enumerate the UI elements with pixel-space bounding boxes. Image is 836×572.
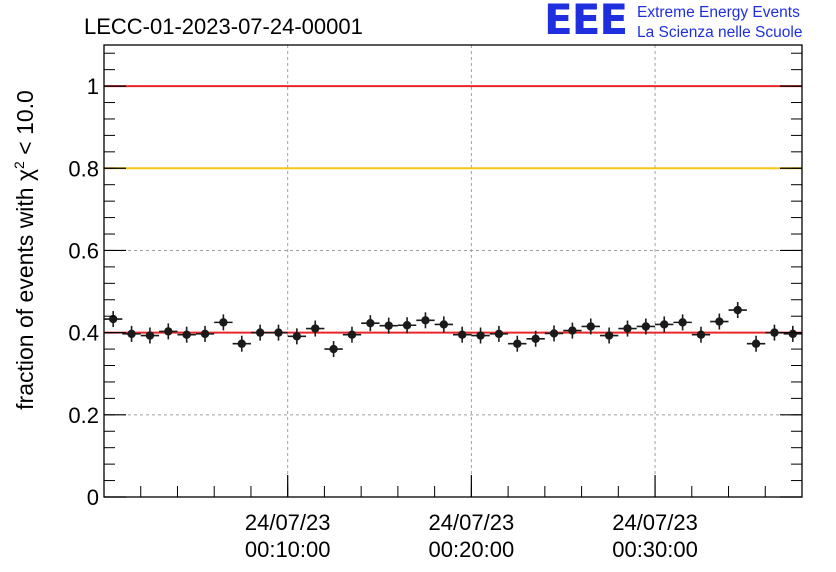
- data-point: [439, 320, 449, 329]
- data-point: [568, 326, 577, 335]
- data-point: [108, 314, 118, 324]
- x-tick-label-time: 00:10:00: [245, 537, 331, 562]
- y-tick-label: 0.4: [68, 321, 99, 346]
- data-point: [476, 331, 485, 340]
- data-point: [237, 339, 246, 348]
- y-axis-label-sup: 2: [11, 161, 27, 169]
- data-point: [715, 317, 724, 326]
- data-point: [770, 328, 779, 337]
- x-tick-label-time: 00:30:00: [612, 537, 698, 562]
- data-point: [513, 339, 522, 348]
- data-point: [219, 318, 228, 327]
- data-point: [384, 321, 393, 330]
- x-tick-label-time: 00:20:00: [429, 537, 515, 562]
- data-point: [733, 305, 742, 315]
- data-point: [311, 324, 320, 333]
- data-point: [402, 321, 412, 330]
- grid: [104, 45, 802, 497]
- data-point: [660, 320, 669, 329]
- data-point: [127, 329, 136, 339]
- data-point: [494, 329, 504, 339]
- data-point: [164, 327, 173, 336]
- data-point: [274, 328, 283, 337]
- plot-frame: [103, 44, 803, 498]
- logo-line-1: Extreme Energy Events: [637, 4, 800, 21]
- data-point: [604, 331, 614, 340]
- y-axis-label-prefix: fraction of events with: [12, 181, 38, 410]
- data-point: [641, 322, 651, 331]
- eee-logo-mark: EEE: [544, 0, 628, 44]
- data-point: [623, 324, 632, 333]
- y-axis-label-suffix: < 10.0: [12, 90, 38, 161]
- data-point: [788, 329, 798, 339]
- data-point: [751, 339, 761, 348]
- data-point: [145, 331, 155, 340]
- data-point: [549, 329, 559, 338]
- y-tick-label: 0.6: [68, 238, 99, 263]
- data-points: [104, 302, 802, 358]
- data-point: [586, 322, 595, 331]
- logo-line-2: La Scienza nelle Scuole: [637, 24, 803, 41]
- reference-lines: [104, 85, 802, 334]
- data-point: [678, 318, 687, 327]
- data-point: [531, 334, 540, 343]
- data-point: [182, 330, 191, 339]
- y-tick-label: 0: [87, 485, 99, 510]
- data-point: [329, 344, 338, 354]
- data-point: [421, 316, 430, 325]
- y-tick-label: 0.8: [68, 156, 99, 181]
- chart-title: LECC-01-2023-07-24-00001: [84, 14, 363, 39]
- x-tick-label-date: 24/07/23: [429, 510, 515, 535]
- y-axis-label-chi: χ: [12, 169, 38, 181]
- x-axis: 24/07/2300:10:0024/07/2300:20:0024/07/23…: [103, 475, 803, 562]
- x-tick-label-date: 24/07/23: [245, 510, 331, 535]
- y-tick-label: 0.2: [68, 403, 99, 428]
- y-tick-label: 1: [87, 74, 99, 99]
- data-point: [200, 329, 210, 339]
- data-point: [457, 330, 467, 339]
- data-point: [366, 318, 375, 328]
- data-point: [347, 330, 357, 339]
- x-tick-label-date: 24/07/23: [612, 510, 698, 535]
- y-axis: 0 0.2 0.4 0.6 0.8 1: [68, 52, 802, 510]
- data-point: [255, 328, 265, 337]
- eee-logo: EEE Extreme Energy Events La Scienza nel…: [544, 0, 834, 46]
- data-point: [292, 332, 302, 341]
- data-point: [696, 330, 706, 339]
- y-axis-label: fraction of events with χ2 < 10.0: [11, 90, 38, 410]
